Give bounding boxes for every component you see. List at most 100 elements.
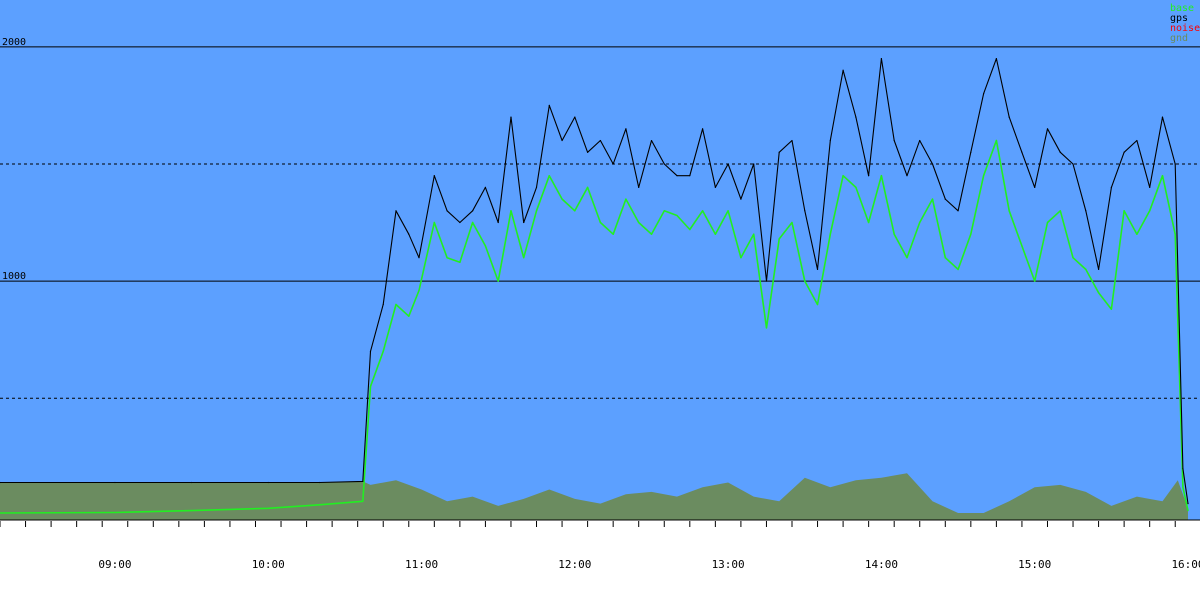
data-point-base-46 <box>880 175 883 177</box>
data-point-base-63 <box>1097 292 1100 294</box>
data-point-gps-43 <box>842 69 844 71</box>
data-point-gps-40 <box>804 210 806 212</box>
data-point-gps-17 <box>510 116 512 118</box>
data-point-gps-2 <box>191 481 193 484</box>
data-point-base-56 <box>1008 210 1010 212</box>
data-point-gps-5 <box>362 480 364 482</box>
x-tick-label-12:00: 12:00 <box>558 558 591 571</box>
data-point-gps-49 <box>919 139 921 142</box>
data-point-gps-14 <box>472 210 474 212</box>
data-point-base-50 <box>931 198 934 200</box>
data-point-gps-45 <box>868 175 870 177</box>
data-point-gps-68 <box>1161 116 1164 118</box>
data-point-gps-37 <box>765 280 768 282</box>
data-point-gps-59 <box>1046 128 1049 130</box>
data-point-gps-20 <box>548 104 550 107</box>
data-point-base-49 <box>919 221 921 224</box>
data-point-base-55 <box>995 139 997 142</box>
data-point-base-57 <box>1021 245 1023 247</box>
data-point-base-7 <box>382 350 384 352</box>
data-point-base-66 <box>1136 233 1138 235</box>
data-point-base-11 <box>433 221 435 224</box>
data-point-base-34 <box>727 210 729 212</box>
data-point-gps-55 <box>995 57 997 60</box>
data-point-base-0 <box>0 512 1 514</box>
data-point-gps-58 <box>1034 186 1036 188</box>
data-point-base-58 <box>1034 280 1036 282</box>
data-point-base-23 <box>587 186 589 188</box>
data-point-base-32 <box>701 210 704 212</box>
data-point-base-52 <box>957 268 959 270</box>
data-point-base-27 <box>638 221 640 224</box>
data-point-gps-39 <box>791 139 793 142</box>
x-tick-label-14:00: 14:00 <box>865 558 898 571</box>
y-tick-label-1000: 1000 <box>2 271 26 282</box>
data-point-gps-30 <box>676 175 678 177</box>
x-tick-label-16:00: 16:00 <box>1171 558 1200 571</box>
data-point-gps-64 <box>1110 186 1112 188</box>
data-point-base-35 <box>740 257 742 259</box>
data-point-gps-10 <box>418 257 420 259</box>
data-point-base-6 <box>369 385 372 388</box>
data-point-base-24 <box>599 221 601 224</box>
data-point-gps-63 <box>1097 268 1100 270</box>
data-point-gps-19 <box>535 186 538 188</box>
data-point-base-53 <box>970 233 972 235</box>
data-point-gps-22 <box>574 116 576 118</box>
data-point-gps-15 <box>484 186 487 188</box>
data-point-base-44 <box>855 186 857 188</box>
data-point-base-68 <box>1161 175 1164 177</box>
data-point-gps-65 <box>1123 151 1125 153</box>
data-point-base-8 <box>395 303 397 306</box>
data-point-base-26 <box>625 198 627 200</box>
x-tick-label-15:00: 15:00 <box>1018 558 1051 571</box>
data-point-base-5 <box>362 500 364 502</box>
data-point-base-41 <box>816 303 819 306</box>
series-layer <box>0 57 1189 514</box>
data-point-gps-54 <box>983 93 985 95</box>
data-point-gps-35 <box>740 198 742 200</box>
data-point-gps-52 <box>957 210 959 212</box>
data-point-gps-41 <box>816 268 819 270</box>
data-point-gps-34 <box>727 163 729 165</box>
data-point-base-51 <box>944 257 946 259</box>
data-point-base-29 <box>663 210 665 212</box>
data-point-gps-50 <box>931 163 934 165</box>
series-line-gps <box>0 58 1189 504</box>
data-point-gps-60 <box>1059 151 1061 153</box>
data-point-gps-38 <box>778 151 780 153</box>
data-point-base-13 <box>459 261 461 263</box>
data-point-gps-62 <box>1085 210 1087 212</box>
data-point-base-21 <box>561 198 563 200</box>
data-point-base-62 <box>1085 268 1087 270</box>
x-tick-label-09:00: 09:00 <box>98 558 131 571</box>
data-point-base-71 <box>1187 510 1189 512</box>
data-point-gps-28 <box>650 139 653 142</box>
data-point-gps-4 <box>318 481 320 484</box>
data-point-base-67 <box>1149 210 1151 212</box>
data-point-base-61 <box>1072 257 1074 259</box>
data-point-gps-56 <box>1008 116 1010 118</box>
data-point-gps-29 <box>663 163 665 165</box>
data-point-gps-26 <box>625 128 627 130</box>
data-point-base-22 <box>574 210 576 212</box>
data-point-gps-8 <box>395 210 397 212</box>
data-point-base-12 <box>446 257 448 259</box>
data-point-base-39 <box>791 221 793 224</box>
data-point-base-69 <box>1174 233 1176 235</box>
data-point-gps-9 <box>408 233 410 235</box>
legend-item-gps: gps <box>1170 13 1188 24</box>
gnd-layer <box>0 473 1188 520</box>
data-point-gps-61 <box>1072 163 1074 165</box>
data-point-gps-18 <box>523 221 525 224</box>
data-point-base-30 <box>676 214 678 217</box>
data-point-gps-7 <box>382 303 384 306</box>
data-point-gps-31 <box>689 175 691 177</box>
data-point-base-25 <box>612 233 614 235</box>
data-point-base-38 <box>778 238 780 240</box>
plot-background <box>0 0 1200 520</box>
x-tick-label-13:00: 13:00 <box>712 558 745 571</box>
